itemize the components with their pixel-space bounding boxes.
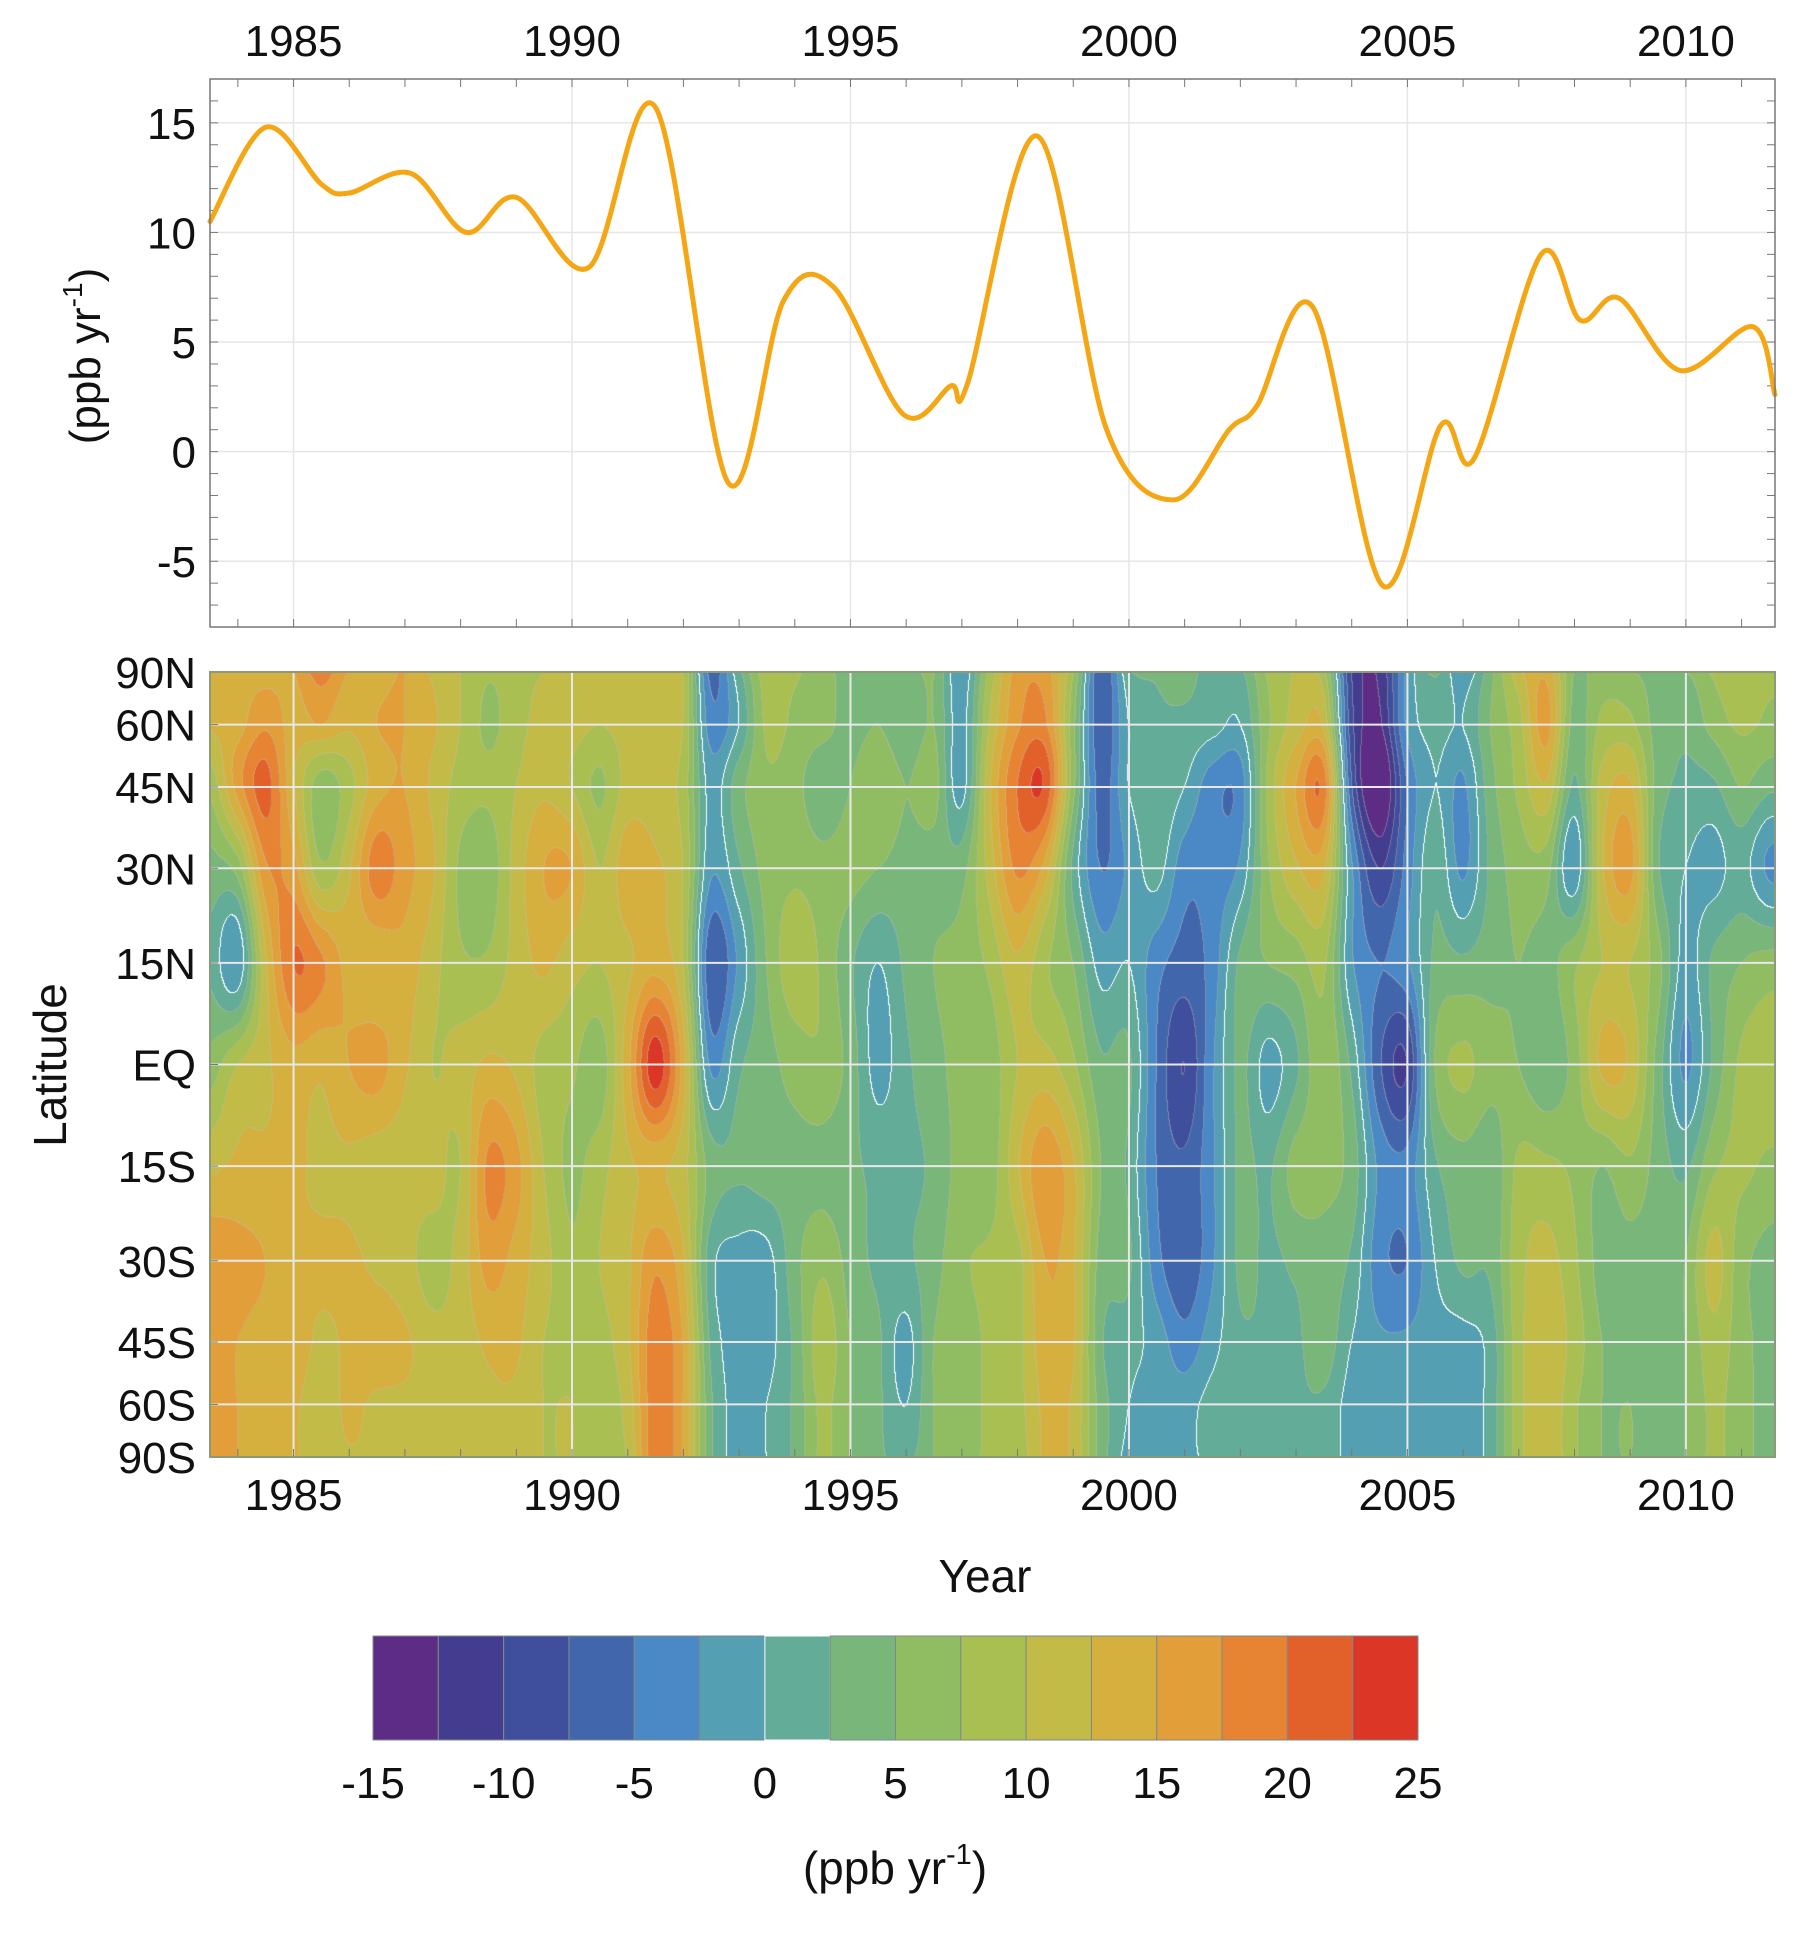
- latitude-tick-label: 30N: [115, 845, 196, 894]
- colorbar-swatch: [1025, 1635, 1092, 1741]
- latitude-tick-label: 45S: [118, 1319, 196, 1368]
- colorbar-swatch: [1156, 1635, 1223, 1741]
- colorbar-tick-label: 0: [753, 1759, 777, 1808]
- top-x-tick-label: 1985: [245, 17, 343, 66]
- top-y-tick-label: 0: [172, 429, 196, 478]
- colorbar-unit-sup: -1: [946, 1839, 972, 1871]
- top-x-tick-label: 2010: [1637, 17, 1735, 66]
- colorbar: -15 -10 -5 0 5 10 15 20 25: [341, 1635, 1443, 1808]
- top-y-tick-label: 15: [147, 100, 196, 149]
- x-axis-label: Year: [939, 1550, 1032, 1602]
- top-y-tick-label: 10: [147, 209, 196, 258]
- colorbar-swatch: [1286, 1635, 1354, 1741]
- colorbar-swatch: [895, 1635, 962, 1741]
- top-x-tick-label: 1990: [523, 17, 621, 66]
- growth-rate-line: [207, 100, 1778, 590]
- latitude-tick-label: 60N: [115, 702, 196, 751]
- top-y-axis-label-sup: -1: [57, 282, 88, 307]
- top-x-tick-label: 2005: [1358, 17, 1456, 66]
- latitude-tick-label: 15S: [118, 1143, 196, 1192]
- colorbar-swatch: [633, 1635, 701, 1741]
- colorbar-swatch: [1090, 1635, 1158, 1741]
- latitude-tick-label: 45N: [115, 764, 196, 813]
- colorbar-tick-label: 10: [1002, 1759, 1051, 1808]
- colorbar-swatch: [1352, 1635, 1419, 1741]
- colorbar-swatch: [1221, 1635, 1288, 1741]
- colorbar-tick-label: 15: [1132, 1759, 1181, 1808]
- top-y-axis-label-main: (ppb yr: [61, 307, 110, 444]
- top-y-axis-label-close: ): [61, 268, 110, 283]
- latitude-tick-label: 15N: [115, 940, 196, 989]
- colorbar-unit-main: (ppb yr: [803, 1842, 946, 1894]
- top-y-tick-label: -5: [157, 538, 196, 587]
- latitude-tick-label: EQ: [132, 1042, 196, 1091]
- year-tick-label: 1985: [245, 1471, 343, 1520]
- year-tick-label: 2005: [1358, 1471, 1456, 1520]
- colorbar-swatch: [829, 1635, 896, 1741]
- colorbar-tick-label: 20: [1263, 1759, 1312, 1808]
- top-panel-grid: [210, 79, 1775, 627]
- top-x-tick-label: 1995: [802, 17, 900, 66]
- colorbar-tick-label: -10: [472, 1759, 536, 1808]
- top-y-axis-label: (ppb yr-1): [57, 268, 110, 445]
- colorbar-swatch: [568, 1635, 635, 1741]
- top-panel-frame: [209, 78, 1776, 628]
- colorbar-swatch: [699, 1635, 766, 1741]
- colorbar-unit-close: ): [972, 1842, 987, 1894]
- latitude-tick-label: 30S: [118, 1238, 196, 1287]
- year-tick-label: 2000: [1080, 1471, 1178, 1520]
- colorbar-swatch: [960, 1635, 1027, 1741]
- colorbar-tick-label: -15: [341, 1759, 405, 1808]
- top-panel-ticks: [210, 79, 1775, 627]
- top-y-tick-label: 5: [172, 319, 196, 368]
- top-panel-labels: 1985 1990 1995 2000 2005 2010 -5 0 5 10 15: [147, 17, 1735, 587]
- colorbar-swatch: [764, 1635, 831, 1741]
- colorbar-tick-label: -5: [615, 1759, 654, 1808]
- y-axis-label: Latitude: [24, 983, 76, 1147]
- year-tick-label: 1995: [802, 1471, 900, 1520]
- top-x-tick-label: 2000: [1080, 17, 1178, 66]
- latitude-tick-label: 90S: [118, 1434, 196, 1483]
- latitude-tick-label: 90N: [115, 649, 196, 698]
- colorbar-swatch: [437, 1635, 505, 1741]
- latitude-tick-label: 60S: [118, 1381, 196, 1430]
- heatmap-grid: [210, 671, 1775, 1458]
- colorbar-tick-label: 25: [1394, 1759, 1443, 1808]
- heatmap-frame: [209, 671, 1776, 1458]
- colorbar-tick-label: 5: [883, 1759, 907, 1808]
- year-tick-label: 2010: [1637, 1471, 1735, 1520]
- colorbar-unit-label: (ppb yr-1): [803, 1839, 987, 1894]
- colorbar-swatch: [372, 1635, 439, 1741]
- colorbar-swatch: [503, 1635, 570, 1741]
- year-tick-label: 1990: [523, 1471, 621, 1520]
